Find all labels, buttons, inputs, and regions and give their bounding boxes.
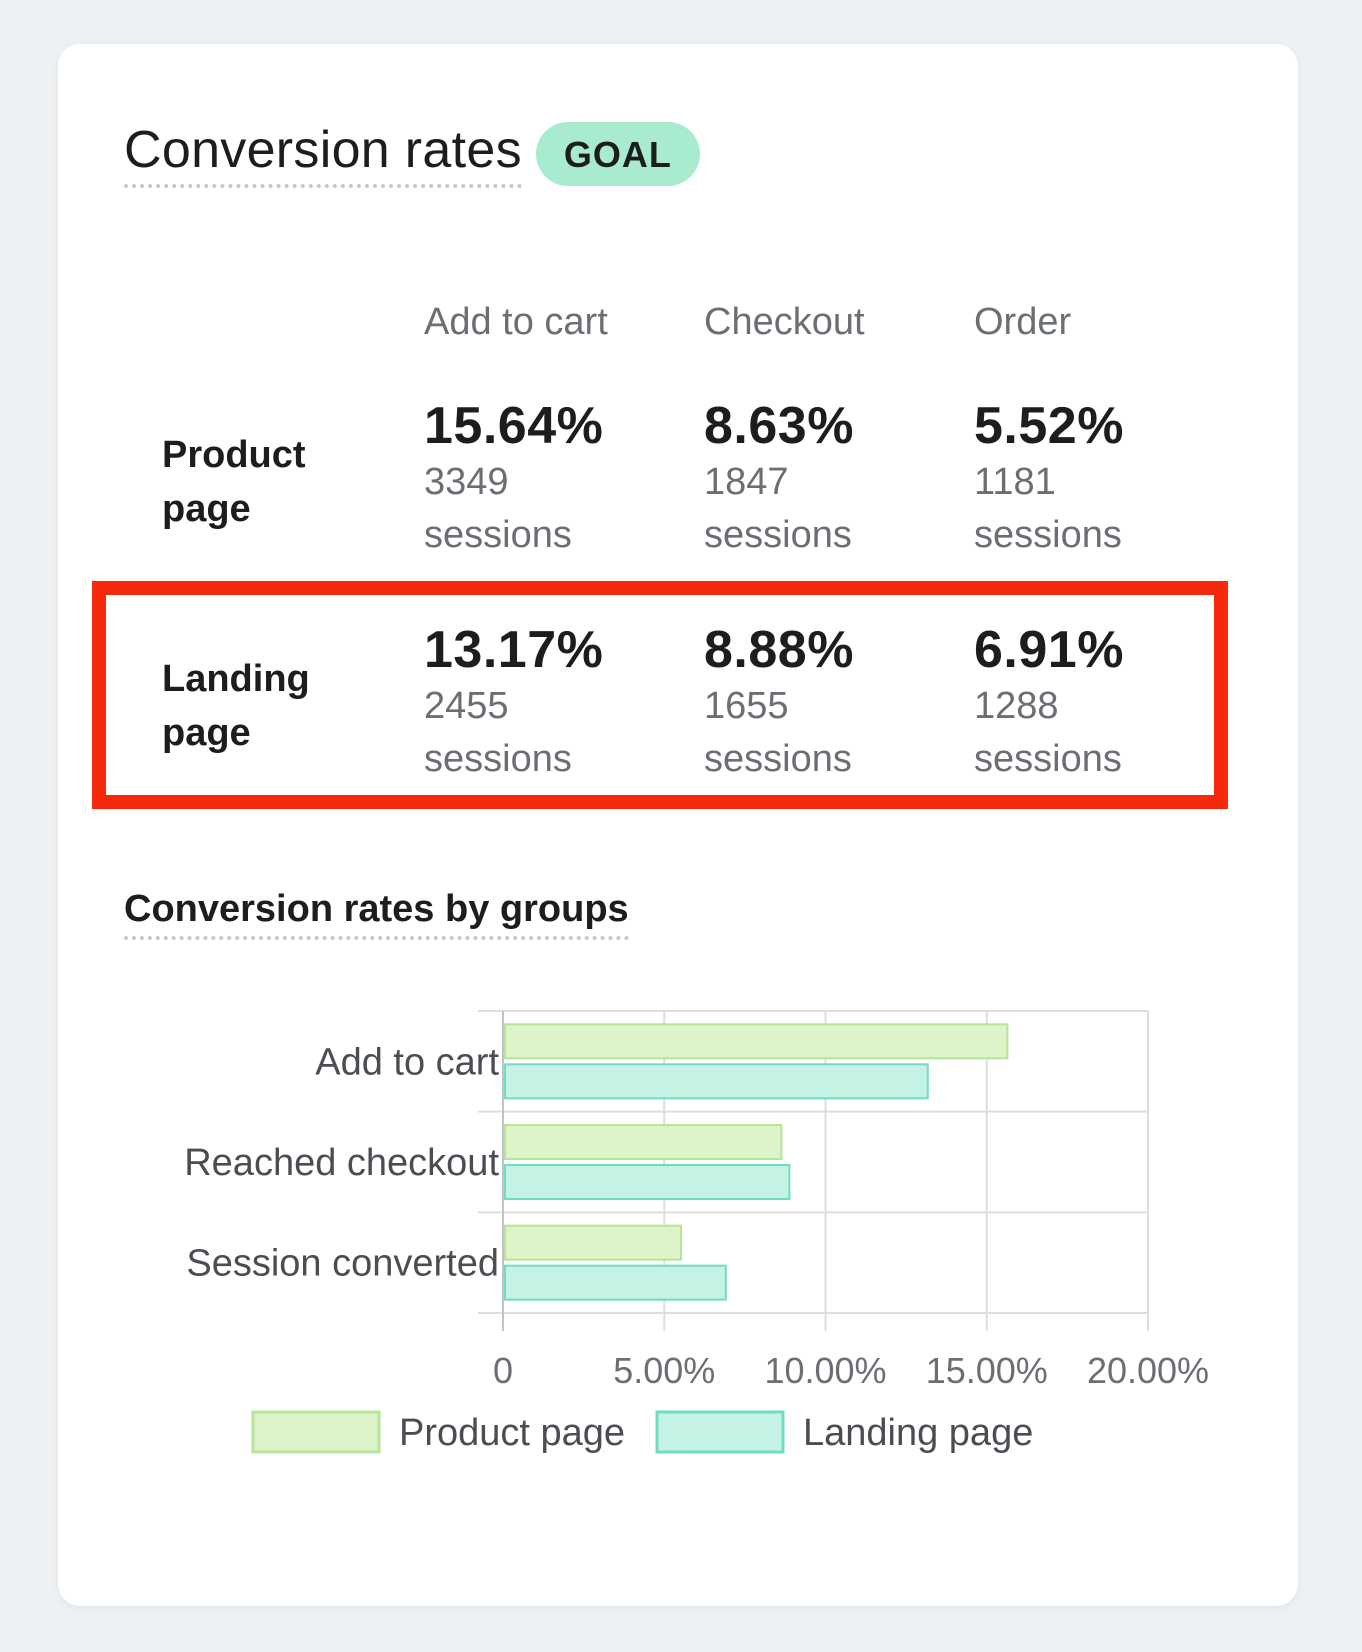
sessions-value: 2455 sessions xyxy=(424,685,572,780)
sessions-value: 1181 sessions xyxy=(974,461,1122,556)
legend-label-landing-page: Landing page xyxy=(803,1412,1033,1454)
conversion-rates-bar-chart: 0 5.00% 10.00% 15.00% 20.00% Add to cart Reach… xyxy=(184,1010,1209,1454)
goal-badge: GOAL xyxy=(535,122,700,186)
chart-bar-landing-page xyxy=(504,1164,791,1200)
legend-label-product-page: Product page xyxy=(399,1412,625,1454)
chart-x-tick-label: 15.00% xyxy=(926,1350,1048,1391)
chart-category-label: Session converted xyxy=(186,1243,499,1285)
chart-x-tick-label: 0 xyxy=(493,1350,513,1391)
rate-value: 15.64% xyxy=(424,397,604,455)
chart-bar-product-page xyxy=(504,1124,783,1160)
cell-product-checkout: 8.63% 1847 sessions xyxy=(704,396,914,562)
sessions-value: 1288 sessions xyxy=(974,685,1122,780)
column-header-order: Order xyxy=(974,301,1072,343)
chart-bar-landing-page xyxy=(504,1264,727,1301)
chart-x-tick-label: 20.00% xyxy=(1087,1350,1209,1391)
chart-category-label: Add to cart xyxy=(315,1041,499,1083)
chart-bar-product-page xyxy=(504,1023,1009,1060)
column-header-checkout: Checkout xyxy=(704,301,865,343)
sessions-value: 1847 sessions xyxy=(704,461,852,556)
sessions-value: 1655 sessions xyxy=(704,685,852,780)
chart-category-label: Reached checkout xyxy=(184,1142,499,1184)
chart-bar-product-page xyxy=(504,1224,683,1261)
row-label-product-page: Product page xyxy=(162,428,382,536)
cell-landing-checkout: 8.88% 1655 sessions xyxy=(704,620,914,786)
landing-page-highlight-box xyxy=(92,581,1228,809)
title-row: Conversion rates GOAL xyxy=(124,120,700,188)
rate-value: 5.52% xyxy=(974,397,1124,455)
rate-value: 6.91% xyxy=(974,621,1124,679)
cell-landing-add-to-cart: 13.17% 2455 sessions xyxy=(424,620,634,786)
chart-x-tick-label: 10.00% xyxy=(764,1350,886,1391)
rate-value: 13.17% xyxy=(424,621,604,679)
cell-product-add-to-cart: 15.64% 3349 sessions xyxy=(424,396,634,562)
row-label-line: page xyxy=(162,712,251,754)
legend-swatch-landing-page xyxy=(655,1410,785,1454)
chart-x-tick-label: 5.00% xyxy=(613,1350,715,1391)
chart-title[interactable]: Conversion rates by groups xyxy=(124,886,629,940)
card-title[interactable]: Conversion rates xyxy=(124,120,522,188)
conversion-rates-card: Conversion rates GOAL Add to cart Checko… xyxy=(58,44,1298,1606)
row-label-line: Landing xyxy=(162,658,310,700)
rate-value: 8.88% xyxy=(704,621,854,679)
row-label-landing-page: Landing page xyxy=(162,652,382,760)
cell-product-order: 5.52% 1181 sessions xyxy=(974,396,1184,562)
column-header-add-to-cart: Add to cart xyxy=(424,301,608,343)
rate-value: 8.63% xyxy=(704,397,854,455)
chart-bar-landing-page xyxy=(504,1063,929,1100)
sessions-value: 3349 sessions xyxy=(424,461,572,556)
row-label-line: page xyxy=(162,488,251,530)
cell-landing-order: 6.91% 1288 sessions xyxy=(974,620,1184,786)
row-label-line: Product xyxy=(162,434,306,476)
legend-swatch-product-page xyxy=(251,1410,381,1454)
